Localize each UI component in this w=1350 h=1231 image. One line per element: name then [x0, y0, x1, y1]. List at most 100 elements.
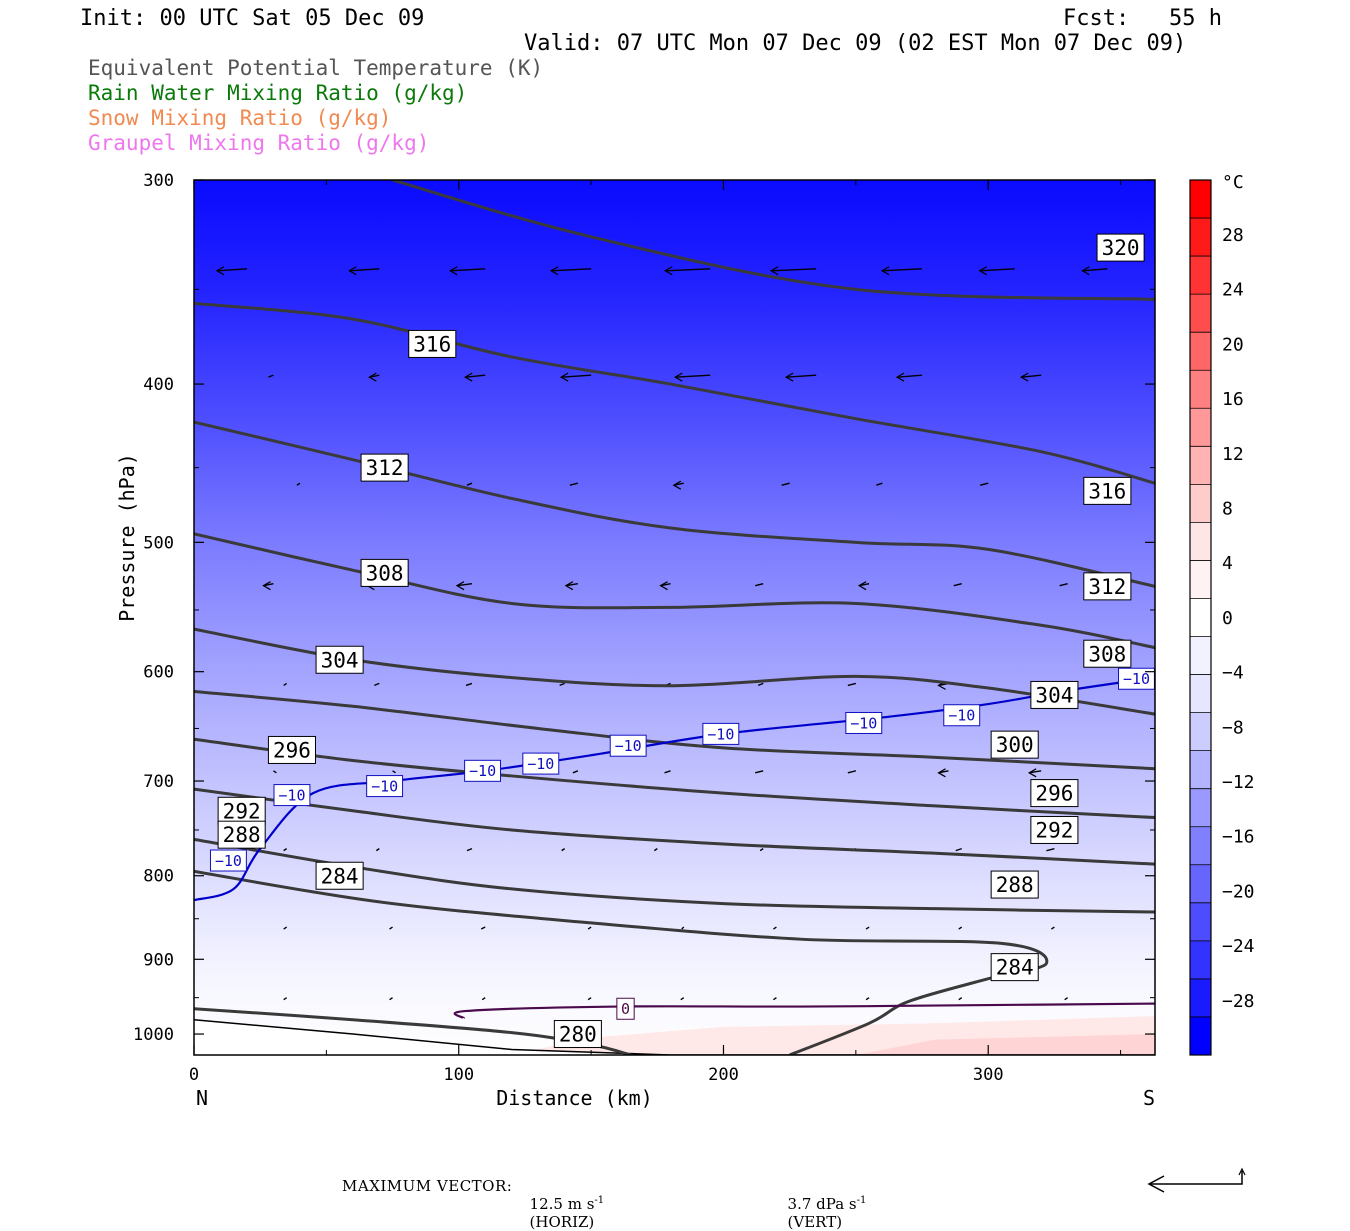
wind-vector-head — [449, 266, 458, 276]
theta-e-label: 284 — [315, 861, 364, 890]
horiz-vector-value: 12.5 m s-1 (HORIZ) — [520, 1177, 605, 1231]
wind-vector — [283, 997, 288, 1001]
temperature-label-box — [845, 711, 883, 734]
wind-vector-head — [262, 581, 271, 591]
wind-vector — [466, 482, 473, 486]
wind-vector — [773, 997, 777, 1001]
wind-vector — [561, 374, 592, 378]
theta-e-label: 308 — [1083, 639, 1132, 668]
wind-vector — [896, 374, 923, 378]
wind-vector — [273, 770, 277, 774]
wind-vector-head — [215, 266, 225, 276]
wind-vector-head — [674, 372, 683, 382]
wind-vector — [781, 482, 790, 486]
x-tick-label: 300 — [973, 1065, 1004, 1085]
colorbar-swatch — [1190, 180, 1211, 219]
wind-vector — [561, 848, 566, 852]
wind-vector — [466, 847, 473, 852]
wind-vector — [565, 582, 578, 587]
theta-e-label: 284 — [990, 953, 1039, 982]
plot-frame — [193, 179, 1156, 1056]
colorbar-label: 28 — [1222, 225, 1244, 246]
theta-e-label-box — [990, 730, 1039, 759]
wind-vector — [456, 582, 473, 587]
theta-e-label-box — [1083, 476, 1132, 505]
colorbar-swatch — [1190, 370, 1211, 409]
theta-e-label-box — [217, 796, 266, 825]
legend-entry: Graupel Mixing Ratio (g/kg) — [88, 131, 430, 155]
colorbar-label: −16 — [1222, 827, 1255, 848]
temperature-label-box — [943, 704, 981, 727]
vert-value: 3.7 dPa s — [787, 1195, 857, 1213]
theta-e-label: 296 — [267, 735, 316, 764]
wind-vector — [1059, 583, 1068, 587]
temperature-label: −10 — [522, 752, 560, 775]
theta-e-label-text: 280 — [559, 1023, 597, 1047]
theta-e-label-box — [990, 953, 1039, 982]
theta-e-label: 312 — [360, 453, 409, 482]
wind-vector — [216, 268, 247, 272]
wind-vector — [389, 997, 393, 1001]
theta-e-label-box — [360, 453, 409, 482]
wind-vector-head — [659, 581, 668, 591]
theta-e-label-text: 316 — [413, 332, 451, 356]
legend-entry: Equivalent Potential Temperature (K) — [88, 56, 544, 80]
temperature-label: −10 — [464, 759, 502, 782]
plot-area: 3203163163123123083083043043002962962922… — [194, 180, 1155, 1055]
theta-e-contour-284 — [194, 869, 1049, 1055]
colorbar-label: 8 — [1222, 499, 1233, 520]
temperature-label-text: −10 — [615, 737, 642, 755]
temperature-label: −10 — [845, 711, 883, 734]
theta-e-label: 280 — [553, 1020, 602, 1049]
theta-e-label: 316 — [1083, 476, 1132, 505]
vert-tag: (VERT) — [787, 1213, 843, 1231]
colorbar-swatch — [1190, 674, 1211, 714]
wind-vector — [757, 682, 764, 687]
wind-vector — [587, 926, 592, 930]
theta-e-label: 300 — [990, 730, 1039, 759]
colorbar-label: −20 — [1222, 881, 1255, 902]
colorbar-swatch — [1190, 940, 1211, 980]
theta-e-label-text: 312 — [366, 456, 404, 480]
wind-vector — [876, 482, 883, 486]
colorbar-swatch — [1190, 332, 1211, 371]
temperature-label-box — [366, 775, 404, 798]
wind-vector — [450, 268, 486, 272]
colorbar-label: 12 — [1222, 444, 1244, 465]
temperature-label: −10 — [943, 704, 981, 727]
wind-vector — [569, 482, 579, 486]
x-tick-label: 100 — [443, 1065, 474, 1085]
wind-vector — [953, 583, 962, 587]
wind-vector — [559, 682, 565, 687]
theta-e-label-box — [315, 861, 364, 890]
theta-e-label-box — [408, 329, 457, 358]
colorbar-label: 24 — [1222, 280, 1244, 301]
warm-region-inner — [855, 1034, 1155, 1055]
temperature-contour-0 — [453, 1002, 1155, 1020]
wind-vector-head — [895, 372, 905, 382]
theta-e-label-box — [553, 1020, 602, 1049]
wind-vector-head — [368, 372, 377, 382]
wind-vector — [958, 997, 963, 1001]
wind-vector-head — [559, 372, 569, 382]
theta-e-label-text: 304 — [1035, 684, 1073, 708]
temperature-label-text: −10 — [948, 707, 975, 725]
theta-e-label: 304 — [315, 645, 364, 674]
temperature-label-box — [609, 734, 647, 757]
theta-e-label-text: 300 — [996, 733, 1034, 757]
horiz-tag: (HORIZ) — [529, 1213, 595, 1231]
colorbar-swatch — [1190, 446, 1211, 485]
theta-e-label-text: 296 — [273, 739, 311, 763]
wind-vector-head — [880, 266, 890, 276]
colorbar-swatch — [1190, 826, 1211, 866]
theta-e-label-box — [1030, 815, 1079, 844]
y-tick-label: 800 — [143, 867, 174, 887]
wind-vector — [979, 268, 1015, 272]
wind-vector — [755, 770, 764, 774]
theta-e-label-text: 284 — [321, 864, 359, 888]
theta-e-label: 292 — [217, 796, 266, 825]
theta-e-label: 288 — [217, 820, 266, 849]
colorbar-swatch — [1190, 598, 1211, 638]
temperature-label-box — [273, 784, 311, 807]
wind-vector-head — [769, 266, 779, 276]
